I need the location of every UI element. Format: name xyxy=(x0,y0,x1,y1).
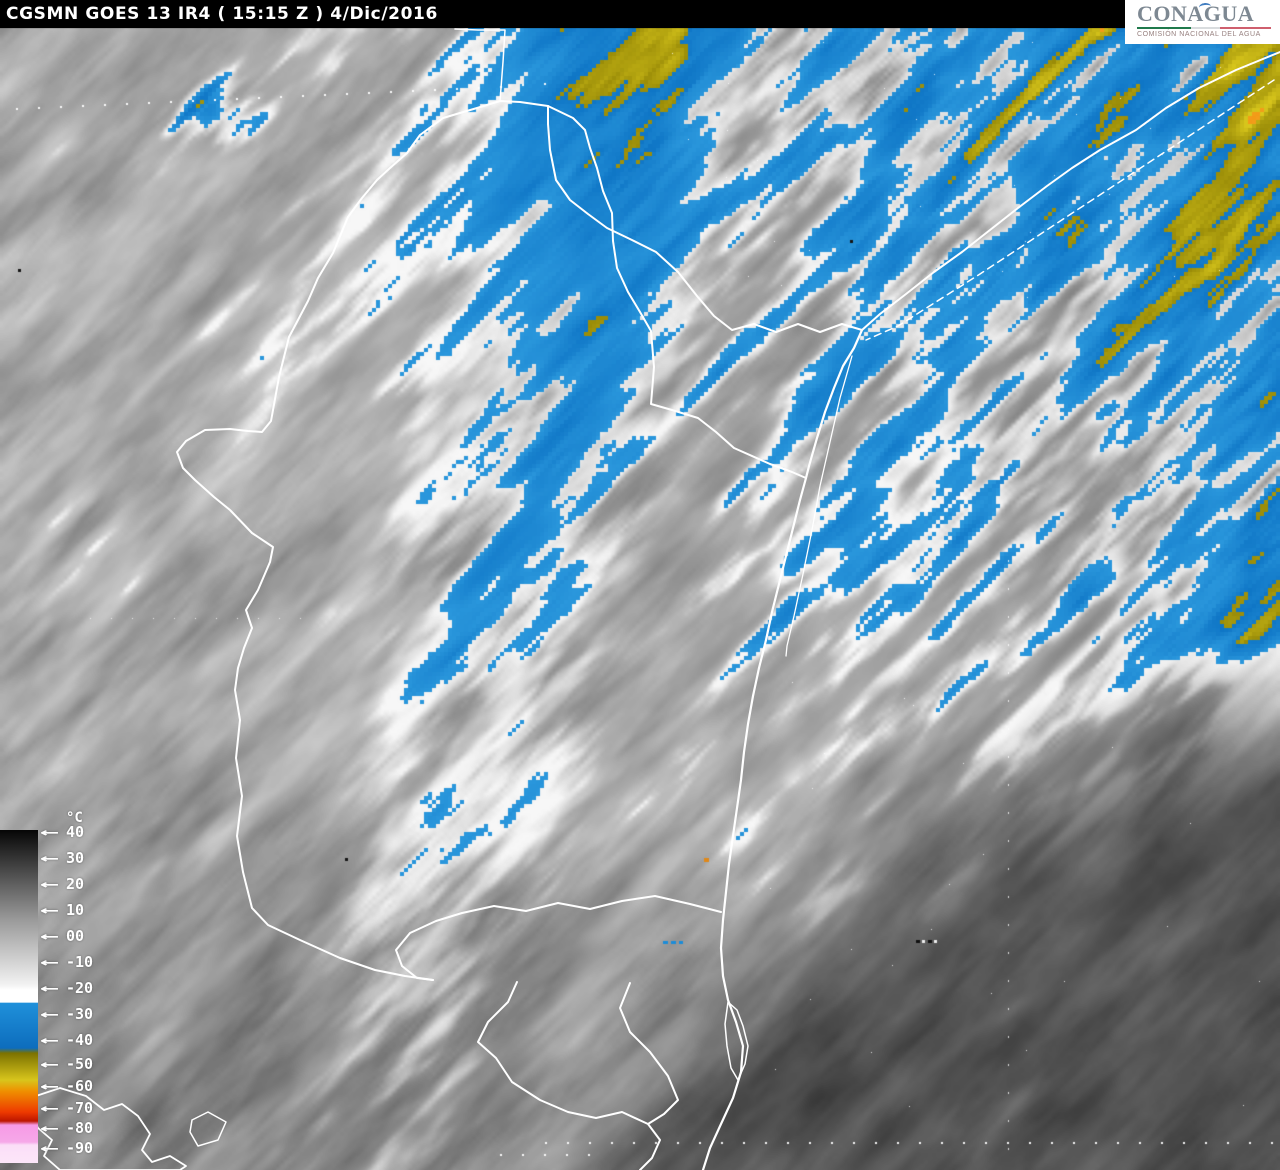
logo-tricolor-underline xyxy=(1137,27,1271,29)
conagua-logo: CONAGUA COMISIÓN NACIONAL DEL AGUA xyxy=(1125,0,1280,44)
logo-subtitle: COMISIÓN NACIONAL DEL AGUA xyxy=(1137,31,1261,38)
logo-water-accent-icon xyxy=(1198,2,1212,12)
underline-green-segment xyxy=(1137,27,1191,29)
title-bar: CGSMN GOES 13 IR4 ( 15:15 Z ) 4/Dic/2016 xyxy=(0,0,1280,28)
underline-red-segment xyxy=(1220,27,1271,29)
page-title: CGSMN GOES 13 IR4 ( 15:15 Z ) 4/Dic/2016 xyxy=(6,4,438,24)
logo-wordmark: CONAGUA xyxy=(1137,1,1255,26)
underline-gap-segment xyxy=(1190,27,1221,29)
